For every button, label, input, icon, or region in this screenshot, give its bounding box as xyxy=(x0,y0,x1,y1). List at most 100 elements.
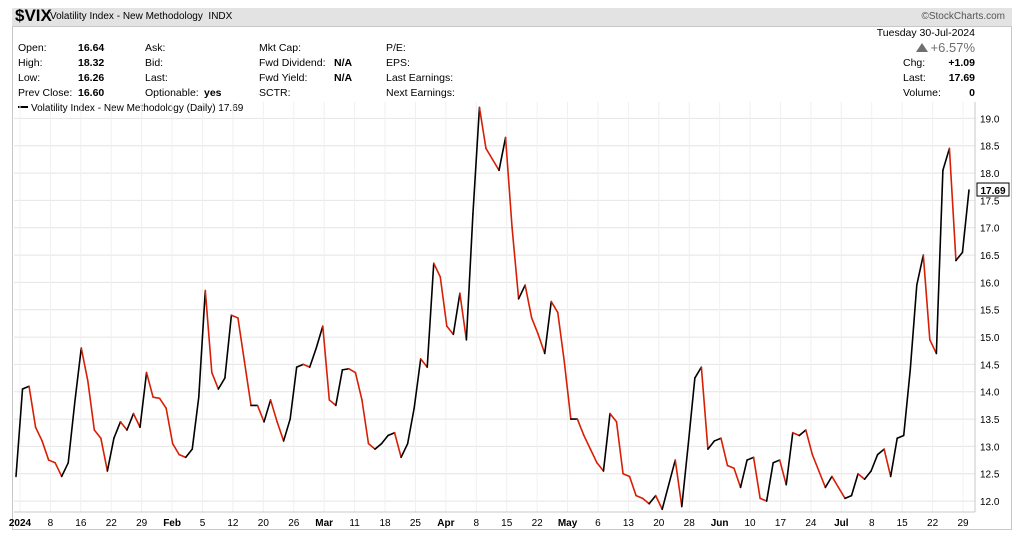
series-segment xyxy=(543,300,553,355)
legend-swatch xyxy=(18,106,28,108)
x-tick-label: Feb xyxy=(163,518,181,529)
series-segment xyxy=(432,262,442,278)
y-tick-label: 19.0 xyxy=(980,114,1000,125)
series-segment xyxy=(73,347,83,404)
x-tick-label: 29 xyxy=(136,518,148,529)
series-segment xyxy=(100,437,109,472)
fwd-yield-value: N/A xyxy=(334,72,353,84)
x-tick-label: 15 xyxy=(501,518,513,529)
series-segment xyxy=(197,289,207,399)
series-segment xyxy=(491,158,500,172)
series-segment xyxy=(550,300,559,314)
series-segment xyxy=(459,292,468,341)
series-segment xyxy=(563,360,572,420)
y-tick-label: 13.5 xyxy=(980,415,1000,426)
x-tick-label: 5 xyxy=(200,518,206,529)
up-triangle-icon xyxy=(915,43,928,52)
series-segment xyxy=(60,461,70,478)
series-segment xyxy=(282,418,291,442)
series-segment xyxy=(896,434,905,440)
series-segment xyxy=(302,363,311,368)
open-value: 16.64 xyxy=(78,42,105,54)
last-earnings-label: Last Earnings: xyxy=(386,72,454,84)
x-tick-label: 22 xyxy=(927,518,939,529)
series-segment xyxy=(628,475,637,497)
series-segment xyxy=(870,453,879,472)
series-segment xyxy=(400,442,409,459)
series-segment xyxy=(191,396,200,450)
high-label: High: xyxy=(18,57,43,69)
series-segment xyxy=(498,136,507,172)
series-segment xyxy=(269,399,278,423)
series-segment xyxy=(694,366,703,379)
x-tick-label: 22 xyxy=(106,518,118,529)
fwd-dividend-label: Fwd Dividend: xyxy=(259,57,326,69)
series-segment xyxy=(361,399,370,445)
open-label: Open: xyxy=(18,42,47,54)
series-segment xyxy=(106,437,115,472)
y-tick-label: 18.0 xyxy=(980,169,1000,180)
series-segment xyxy=(374,442,383,450)
series-segment xyxy=(909,284,918,371)
series-segment xyxy=(935,169,944,355)
series-segment xyxy=(21,385,30,390)
series-segment xyxy=(446,325,455,336)
symbol-full-name: Volatility Index - New Methodology xyxy=(50,11,203,22)
high-value: 18.32 xyxy=(78,57,105,69)
series-segment xyxy=(778,459,788,486)
series-segment xyxy=(524,284,533,319)
series-segment xyxy=(811,453,820,472)
series-segment xyxy=(556,311,566,363)
last-label: Last: xyxy=(145,72,168,84)
series-segment xyxy=(15,388,24,478)
y-tick-label: 18.5 xyxy=(980,142,1000,153)
series-segment xyxy=(791,431,801,437)
series-segment xyxy=(158,397,167,409)
series-segment xyxy=(321,325,331,401)
x-tick-label: 15 xyxy=(897,518,909,529)
series-segment xyxy=(902,369,912,437)
series-segment xyxy=(589,448,598,464)
x-tick-label: 28 xyxy=(684,518,696,529)
series-segment xyxy=(733,467,742,489)
series-segment xyxy=(295,363,305,368)
series-segment xyxy=(341,367,350,371)
series-segment xyxy=(759,497,768,502)
x-tick-label: 16 xyxy=(75,518,87,529)
x-tick-label: 8 xyxy=(48,518,54,529)
x-tick-label: 20 xyxy=(653,518,665,529)
series-segment xyxy=(419,358,429,368)
series-segment xyxy=(863,470,872,481)
series-segment xyxy=(680,442,690,508)
series-segment xyxy=(204,289,213,374)
series-segment xyxy=(465,213,474,341)
last-value-box xyxy=(976,182,1010,197)
fwd-dividend-value: N/A xyxy=(334,57,353,69)
series-segment xyxy=(889,437,898,478)
series-segment xyxy=(583,434,592,450)
series-segment xyxy=(217,377,226,390)
chg-value: +1.09 xyxy=(948,57,975,69)
x-tick-label: 8 xyxy=(474,518,480,529)
last-value-label: 17.69 xyxy=(980,186,1005,197)
series-segment xyxy=(387,431,396,437)
series-segment xyxy=(276,420,285,442)
symbol-label: $VIX xyxy=(15,6,52,25)
last2-value: 17.69 xyxy=(948,72,975,84)
series-segment xyxy=(28,385,37,429)
series-segment xyxy=(380,434,389,445)
series-segment xyxy=(955,251,964,262)
series-segment xyxy=(439,276,448,327)
chart-frame xyxy=(12,8,1012,530)
series-segment xyxy=(818,470,827,489)
series-segment xyxy=(687,377,696,445)
series-segment xyxy=(263,399,272,423)
series-segment xyxy=(54,461,63,478)
volume-label: Volume: xyxy=(903,87,941,99)
x-tick-label: 25 xyxy=(410,518,422,529)
pct-change: +6.57% xyxy=(860,40,975,55)
x-tick-label: 12 xyxy=(227,518,239,529)
series-segment xyxy=(517,284,526,300)
series-segment xyxy=(237,317,246,363)
